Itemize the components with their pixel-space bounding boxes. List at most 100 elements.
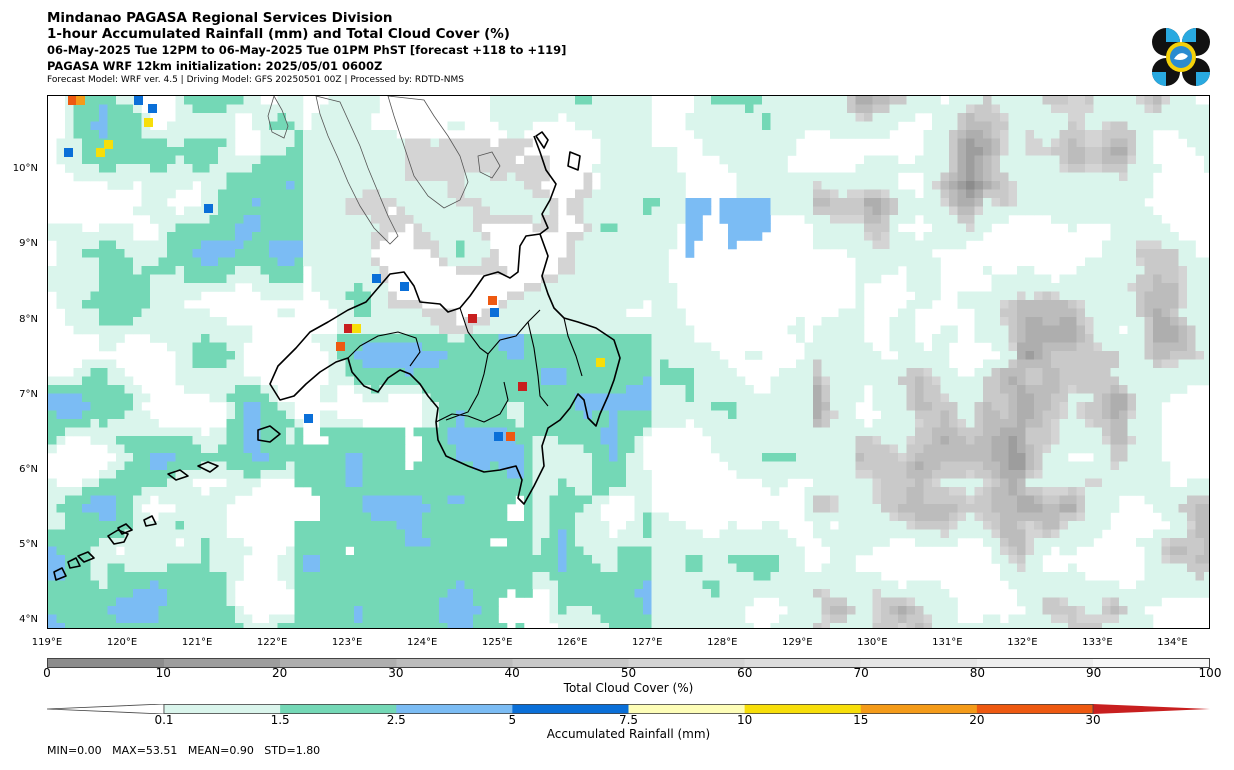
field-cell	[362, 453, 372, 462]
field-cell	[218, 444, 227, 454]
field-cell	[1195, 147, 1205, 156]
field-cell	[269, 198, 278, 207]
field-cell	[184, 495, 193, 505]
field-cell	[371, 266, 380, 275]
field-cell	[643, 130, 652, 139]
field-cell	[490, 164, 499, 173]
field-cell	[1093, 453, 1103, 462]
field-cell	[311, 130, 321, 139]
field-cell	[107, 487, 117, 496]
field-cell	[872, 495, 882, 505]
field-cell	[643, 249, 652, 258]
field-cell	[201, 385, 210, 394]
field-cell	[65, 504, 74, 513]
field-cell	[583, 402, 593, 411]
field-cell	[660, 172, 669, 182]
field-cell	[1042, 444, 1052, 454]
field-cell	[745, 385, 754, 394]
field-cell	[1144, 257, 1154, 267]
field-cell	[1017, 342, 1026, 352]
field-cell	[915, 240, 924, 250]
field-cell	[864, 164, 873, 173]
field-cell	[184, 334, 193, 343]
field-cell	[830, 470, 839, 479]
rainfall-cloud-map[interactable]	[47, 95, 1210, 629]
field-cell	[796, 470, 805, 479]
field-cell	[1102, 300, 1111, 309]
field-cell	[745, 104, 754, 114]
field-cell	[473, 164, 482, 173]
field-cell	[617, 410, 627, 420]
field-cell	[405, 189, 414, 199]
field-cell	[796, 181, 805, 190]
field-cell	[294, 181, 304, 190]
field-cell	[634, 232, 644, 241]
field-cell	[1085, 215, 1094, 224]
field-cell	[82, 104, 91, 114]
field-cell	[48, 410, 57, 420]
field-cell	[328, 504, 338, 513]
field-cell	[855, 393, 865, 403]
field-cell	[541, 410, 550, 420]
field-cell	[1102, 487, 1111, 496]
field-cell	[439, 461, 448, 471]
field-cell	[447, 215, 457, 224]
field-cell	[422, 147, 431, 156]
field-cell	[932, 138, 941, 148]
field-cell	[532, 351, 542, 360]
field-cell	[651, 410, 661, 420]
field-cell	[813, 351, 822, 360]
field-cell	[1017, 96, 1026, 105]
field-cell	[634, 487, 644, 496]
field-cell	[507, 342, 516, 352]
field-cell	[430, 436, 440, 445]
field-cell	[311, 198, 321, 207]
field-cell	[226, 215, 236, 224]
field-cell	[626, 427, 635, 437]
field-cell	[362, 436, 372, 445]
field-cell	[609, 257, 618, 267]
field-cell	[345, 317, 355, 326]
field-cell	[1042, 164, 1052, 173]
field-cell	[1136, 436, 1145, 445]
field-cell	[660, 376, 669, 386]
field-cell	[354, 461, 363, 471]
field-cell	[1025, 291, 1035, 301]
field-cell	[99, 300, 108, 309]
field-cell	[1144, 410, 1154, 420]
field-cell	[388, 334, 397, 343]
field-cell	[626, 215, 635, 224]
field-cell	[150, 215, 159, 224]
field-cell	[1051, 130, 1060, 139]
field-cell	[1008, 368, 1018, 377]
field-cell	[974, 427, 984, 437]
field-cell	[226, 283, 236, 292]
field-cell	[464, 453, 474, 462]
field-cell	[1170, 351, 1179, 360]
field-cell	[1102, 402, 1111, 411]
field-cell	[1042, 181, 1052, 190]
field-cell	[388, 342, 397, 352]
field-cell	[881, 189, 890, 199]
field-cell	[847, 419, 856, 428]
field-cell	[626, 453, 635, 462]
field-cell	[320, 444, 329, 454]
field-cell	[838, 334, 848, 343]
field-cell	[821, 487, 831, 496]
field-cell	[702, 368, 712, 377]
field-cell	[294, 257, 304, 267]
field-cell	[1076, 495, 1086, 505]
field-cell	[507, 478, 516, 488]
field-cell	[490, 385, 499, 394]
field-cell	[90, 402, 100, 411]
field-cell	[762, 138, 771, 148]
field-cell	[277, 215, 287, 224]
field-cell	[1034, 453, 1043, 462]
field-cell	[906, 402, 916, 411]
field-cell	[949, 325, 958, 335]
field-cell	[498, 495, 508, 505]
field-cell	[736, 402, 746, 411]
field-cell	[1153, 402, 1162, 411]
field-cell	[218, 147, 227, 156]
field-cell	[600, 104, 610, 114]
